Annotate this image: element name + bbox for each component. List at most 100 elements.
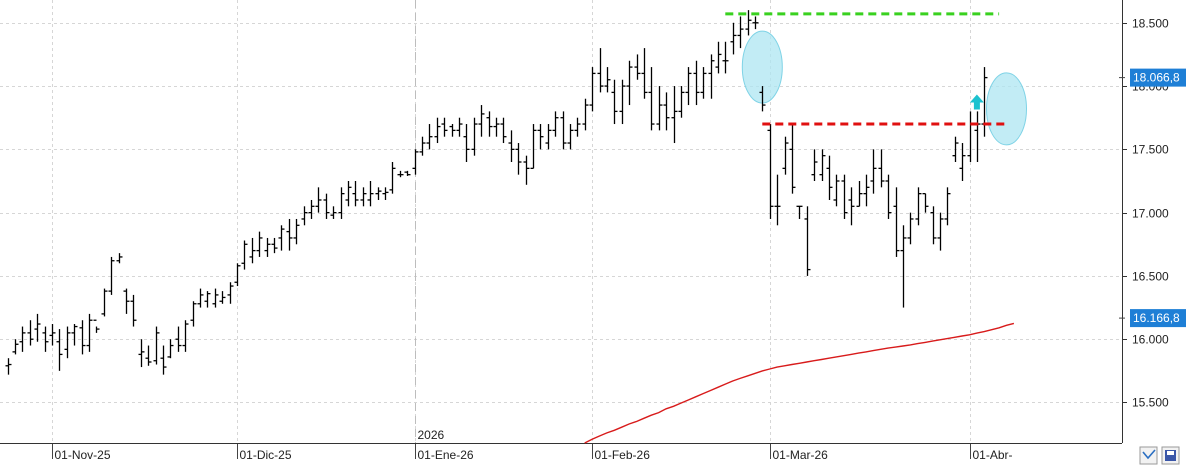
panel-toggle-button[interactable] [1139,446,1158,465]
ohlc-bar [907,212,914,245]
ohlc-bar [167,339,174,359]
ohlc-bar [611,79,618,125]
ohlc-bar [389,162,396,194]
ohlc-bar [182,320,189,352]
up-arrow-icon [969,94,984,110]
ohlc-bar [352,180,359,207]
ohlc-bar [426,124,433,150]
ohlc-bar [685,67,692,106]
ohlc-bar [330,206,337,219]
ohlc-bar [212,288,219,308]
x-tick-label: 01-Mar-26 [773,448,829,462]
ohlc-bar [434,117,441,144]
ohlc-bar [937,212,944,251]
ohlc-bar [841,174,848,219]
ohlc-bar [293,218,300,245]
panel-toggle-icon [1142,449,1156,460]
ohlc-bar [486,111,493,137]
ohlc-bar [589,67,596,112]
ohlc-bar [893,187,900,257]
ohlc-bar [108,256,115,295]
ohlc-bar [219,291,226,304]
x-tick-label: 01-Abr- [973,448,1013,462]
ohlc-bar [345,180,352,207]
save-icon [1165,450,1176,461]
ohlc-bar [249,237,256,264]
ohlc-bar [256,231,263,257]
ohlc-bar [308,199,315,219]
ohlc-bar [5,358,12,375]
ohlc-bar [626,60,633,106]
ohlc-bar [301,206,308,226]
overlay-layer [741,30,1027,146]
ohlc-bar [123,288,130,314]
ohlc-bar [227,282,234,304]
ohlc-bar [922,193,929,213]
panel-toggle-frame [1139,446,1158,465]
ohlc-bar [819,149,826,181]
ohlc-bar [56,329,63,371]
ohlc-bar [648,67,655,131]
x-tick-label: 01-Feb-26 [595,448,651,462]
ohlc-bar [241,240,248,270]
ohlc-bar [523,155,530,185]
ohlc-bar [79,320,86,355]
ohlc-bar [493,117,500,137]
x-tick-label: 01-Ene-26 [418,448,474,462]
ohlc-bar [641,48,648,99]
ohlc-bar [745,10,752,36]
ohlc-bar [804,206,811,276]
ohlc-bar [271,237,278,254]
ohlc-bar [404,170,411,176]
moving-average-value-label: 16.166,8 [1133,311,1180,325]
ohlc-bar [286,218,293,251]
ohlc-bar [782,136,789,175]
ohlc-bar [900,225,907,308]
ohlc-bar [634,54,641,80]
moving-average-line [584,322,1015,444]
x-tick-label: 01-Nov-25 [55,448,111,462]
ohlc-bar [419,136,426,156]
ohlc-bar [700,67,707,99]
ohlc-bar [42,326,49,352]
axis-layer: 15.50016.00016.50017.00017.50018.00018.5… [0,0,1169,462]
ohlc-bar [878,149,885,188]
ohlc-bar [796,205,803,219]
ohlc-bar [604,67,611,93]
year-marker-label: 2026 [418,428,445,442]
ohlc-bar [71,324,78,346]
ohlc-bar [441,117,448,137]
ohlc-bar [545,124,552,150]
ohlc-bar [870,149,877,194]
x-tick-label: 01-Dic-25 [240,448,292,462]
label-layer: 18.066,8 16.166,8 [1119,68,1186,328]
ohlc-bars [5,10,988,375]
ohlc-bar [449,124,456,137]
ohlc-bar [959,143,966,181]
ohlc-bar [552,111,559,137]
ohlc-bar [412,149,419,175]
ohlc-bar [767,124,774,219]
ohlc-bar [930,206,937,245]
ohlc-bar [197,288,204,308]
ohlc-bar [656,86,663,131]
ohlc-bar [478,105,485,137]
ohlc-bar [678,86,685,118]
grid-layer [0,0,1122,443]
ohlc-bar [537,124,544,150]
ohlc-bar [730,22,737,55]
ohlc-bar [338,187,345,219]
ohlc-bar [597,48,604,93]
ohlc-bar [93,319,100,333]
ohlc-bar [789,124,796,194]
save-button[interactable] [1161,446,1180,465]
ohlc-bar [774,174,781,226]
last-price-badge [1130,68,1186,87]
ohlc-bar [456,117,463,137]
ohlc-bar [375,187,382,200]
ohlc-bar [863,174,870,207]
ohlc-bar [204,291,211,308]
ohlc-bar [397,170,404,178]
